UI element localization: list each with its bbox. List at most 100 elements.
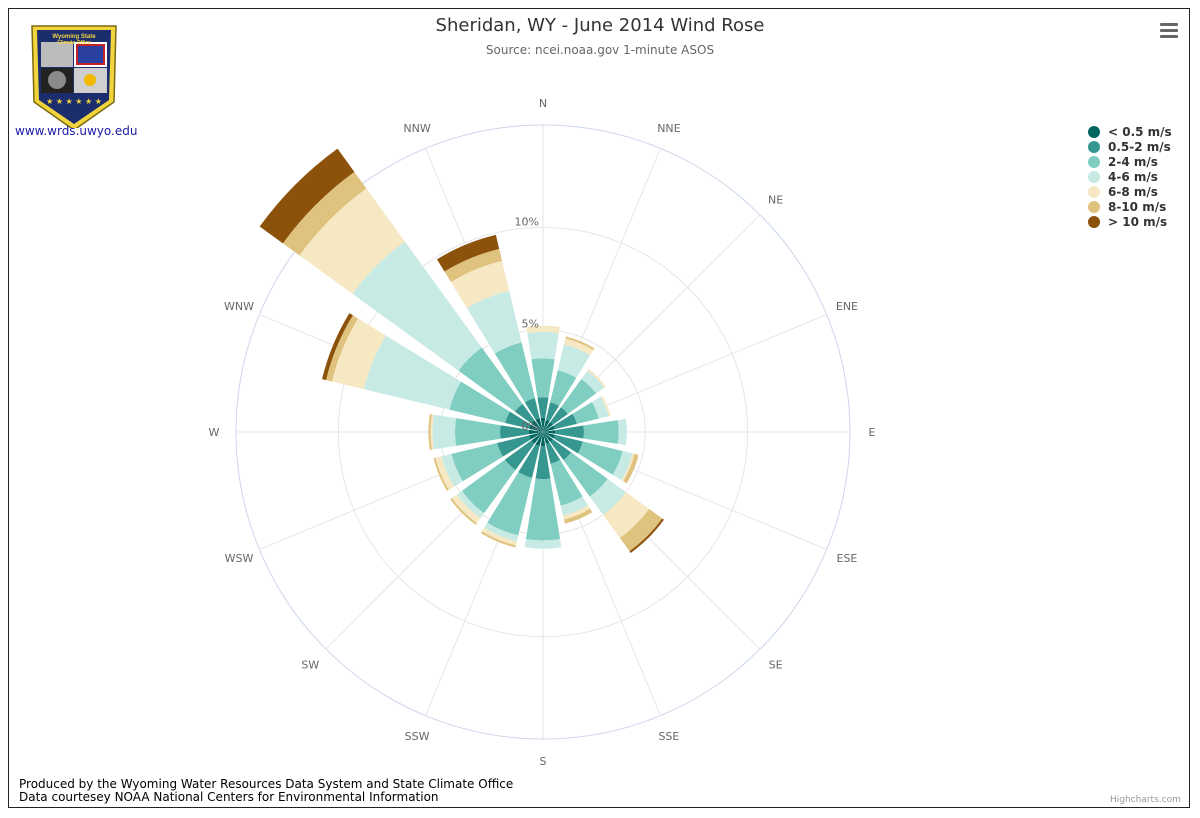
wedge-sse[interactable]: [545, 442, 561, 464]
wedge-e[interactable]: [555, 425, 584, 439]
legend-item[interactable]: > 10 m/s: [1088, 214, 1172, 229]
wedge-ne[interactable]: [587, 369, 606, 388]
wedge-ssw[interactable]: [480, 531, 516, 548]
legend-item[interactable]: 0.5-2 m/s: [1088, 139, 1172, 154]
wedge-sse[interactable]: [562, 505, 591, 520]
wedge-sse[interactable]: [560, 496, 588, 516]
wedge-se[interactable]: [550, 439, 572, 461]
wedge-w[interactable]: [528, 429, 543, 435]
wedge-w[interactable]: [500, 425, 529, 439]
wedge-sw[interactable]: [504, 440, 535, 471]
wedge-n[interactable]: [531, 358, 555, 398]
wedge-wsw[interactable]: [497, 435, 531, 457]
wedge-wsw[interactable]: [433, 457, 449, 491]
wedge-wsw[interactable]: [451, 442, 503, 482]
wedge-nne[interactable]: [550, 370, 577, 406]
wedge-ene[interactable]: [591, 396, 609, 419]
wedge-nnw[interactable]: [466, 290, 522, 354]
wedge-sw[interactable]: [531, 432, 543, 444]
wedge-nnw[interactable]: [494, 342, 535, 403]
wedge-nne[interactable]: [563, 338, 594, 356]
wedge-nw[interactable]: [514, 403, 535, 424]
wedge-se[interactable]: [619, 508, 663, 552]
wedge-s[interactable]: [540, 432, 546, 447]
wedge-ssw[interactable]: [518, 444, 540, 478]
hamburger-menu-icon[interactable]: [1158, 20, 1180, 40]
wedge-nw[interactable]: [352, 241, 482, 371]
wedge-wnw[interactable]: [326, 315, 359, 382]
legend-item[interactable]: 6-8 m/s: [1088, 184, 1172, 199]
wedge-n[interactable]: [527, 331, 559, 360]
wedge-ene[interactable]: [572, 402, 599, 424]
wedge-ese[interactable]: [623, 453, 639, 484]
wedge-nw[interactable]: [299, 188, 405, 294]
wedge-ese[interactable]: [621, 453, 635, 482]
wedge-w[interactable]: [432, 414, 457, 450]
wedge-n[interactable]: [537, 397, 549, 418]
wedge-nw[interactable]: [282, 171, 367, 256]
wedge-e[interactable]: [583, 420, 619, 444]
wedge-wsw[interactable]: [441, 453, 463, 487]
wedge-ssw[interactable]: [487, 472, 533, 536]
wedge-sw[interactable]: [461, 459, 516, 514]
wedge-e[interactable]: [617, 418, 627, 446]
wedge-wnw[interactable]: [332, 318, 387, 390]
wedge-ne[interactable]: [543, 422, 553, 432]
wedge-w[interactable]: [454, 418, 501, 446]
wedge-sw[interactable]: [450, 498, 477, 525]
wedge-s[interactable]: [535, 446, 551, 480]
wedge-nw[interactable]: [531, 420, 543, 432]
legend-item[interactable]: 8-10 m/s: [1088, 199, 1172, 214]
legend-item[interactable]: < 0.5 m/s: [1088, 124, 1172, 139]
wedge-s[interactable]: [524, 539, 562, 549]
wedge-ne[interactable]: [561, 378, 597, 414]
legend-item[interactable]: 4-6 m/s: [1088, 169, 1172, 184]
wedge-wnw[interactable]: [322, 313, 353, 381]
wedge-wnw[interactable]: [363, 335, 462, 410]
wedge-wnw[interactable]: [449, 381, 510, 423]
wedge-nne[interactable]: [543, 420, 550, 432]
wedge-ese[interactable]: [553, 434, 583, 454]
wedge-nnw[interactable]: [450, 260, 510, 309]
wedge-se[interactable]: [603, 492, 650, 539]
wrds-website-link[interactable]: www.wrds.uwyo.edu: [15, 124, 138, 138]
wedge-ene[interactable]: [600, 395, 611, 417]
wedge-w[interactable]: [428, 413, 432, 451]
wedge-nnw[interactable]: [444, 248, 503, 283]
wedge-se[interactable]: [563, 452, 608, 497]
wedge-ene[interactable]: [543, 425, 555, 432]
wedge-wnw[interactable]: [529, 424, 543, 432]
wedge-wsw[interactable]: [435, 456, 455, 490]
wedge-wnw[interactable]: [505, 411, 531, 429]
wedge-w[interactable]: [430, 414, 434, 450]
wedge-nne[interactable]: [557, 344, 591, 378]
wedge-nw[interactable]: [259, 148, 355, 244]
wedge-e[interactable]: [543, 430, 556, 434]
wedge-nnw[interactable]: [436, 234, 500, 272]
wedge-sse[interactable]: [543, 432, 550, 444]
wedge-se[interactable]: [543, 432, 553, 442]
wedge-wsw[interactable]: [529, 432, 543, 440]
wedge-ne[interactable]: [550, 407, 568, 425]
wedge-ese[interactable]: [543, 432, 555, 439]
wedge-ssw[interactable]: [535, 432, 543, 446]
wedge-sw[interactable]: [451, 494, 481, 524]
wedge-nne[interactable]: [565, 336, 595, 351]
wedge-sw[interactable]: [456, 490, 485, 519]
wedge-nne[interactable]: [545, 402, 560, 422]
wedge-ene[interactable]: [553, 413, 577, 430]
wedge-ne[interactable]: [581, 370, 605, 394]
wedge-nw[interactable]: [458, 347, 523, 412]
wedge-sse[interactable]: [563, 508, 593, 524]
highcharts-credits-link[interactable]: Highcharts.com: [1110, 795, 1181, 805]
wedge-nnw[interactable]: [524, 398, 540, 420]
wedge-ssw[interactable]: [481, 527, 517, 546]
legend-item[interactable]: 2-4 m/s: [1088, 154, 1172, 169]
wedge-se[interactable]: [589, 478, 626, 515]
wedge-ssw[interactable]: [484, 522, 519, 542]
wedge-n[interactable]: [540, 417, 546, 432]
wedge-ese[interactable]: [612, 451, 633, 481]
wedge-s[interactable]: [525, 478, 561, 541]
wedge-nnw[interactable]: [535, 418, 543, 432]
wedge-n[interactable]: [526, 325, 560, 333]
